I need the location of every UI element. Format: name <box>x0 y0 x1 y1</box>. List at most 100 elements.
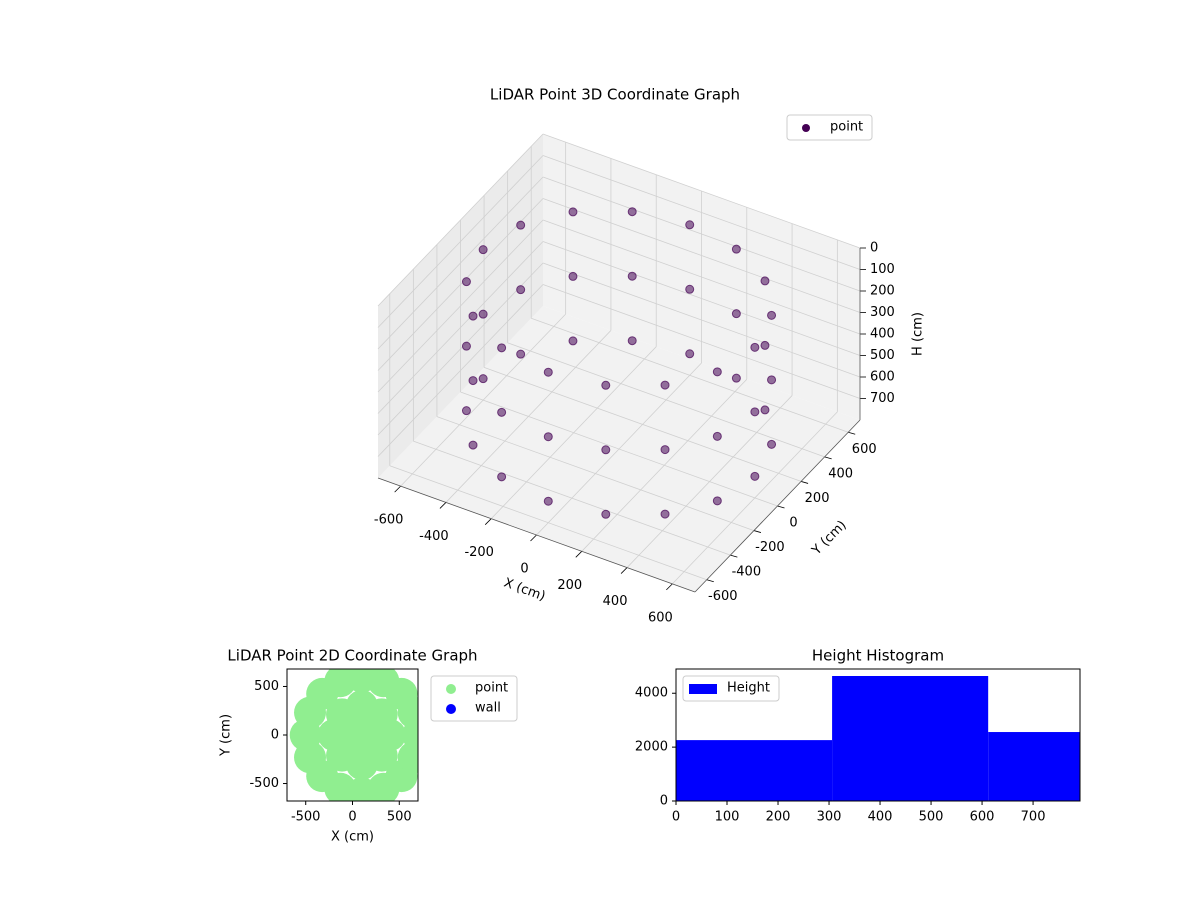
point <box>543 496 553 506</box>
grid-line <box>542 155 861 270</box>
legend-marker <box>446 684 456 694</box>
grid-line <box>377 284 544 457</box>
x-tick-label: 300 <box>817 810 842 825</box>
point <box>468 440 478 450</box>
point <box>478 374 488 384</box>
x-tick-label: 200 <box>766 810 791 825</box>
legend-box <box>786 114 873 141</box>
y-tick-label: -500 <box>249 776 279 791</box>
point <box>685 220 695 230</box>
point <box>627 207 637 217</box>
grid-line <box>460 391 778 507</box>
legend-label: Height <box>727 681 770 696</box>
point <box>627 336 637 346</box>
x-tick-label: 600 <box>648 610 673 625</box>
point <box>345 719 378 751</box>
point <box>568 336 578 346</box>
x-tick-label: -500 <box>291 810 321 825</box>
point <box>543 367 553 377</box>
z-tick-label: 300 <box>870 305 895 320</box>
legend-marker <box>446 704 456 714</box>
grid-line <box>377 241 544 414</box>
point <box>760 405 770 415</box>
x-axis-label: X (cm) <box>502 576 548 605</box>
point <box>568 207 578 217</box>
tick-mark <box>706 579 714 583</box>
point <box>468 311 478 321</box>
point <box>627 271 637 281</box>
point <box>516 285 526 295</box>
x-axis-label: X (cm) <box>331 830 374 845</box>
point <box>750 342 760 352</box>
legend-label: point <box>830 120 863 135</box>
axis-line <box>694 419 861 593</box>
point <box>712 367 722 377</box>
point <box>497 407 507 417</box>
axes-frame <box>675 668 1081 802</box>
y-tick-label: 200 <box>805 491 830 506</box>
y-tick-label: 0 <box>271 728 279 743</box>
point <box>712 496 722 506</box>
grid-line <box>531 317 849 433</box>
y-tick-label: 400 <box>828 466 853 481</box>
chart-title: LiDAR Point 2D Coordinate Graph <box>227 647 477 665</box>
point <box>731 373 741 383</box>
legend-marker <box>802 124 810 132</box>
z-tick-label: 400 <box>870 327 895 342</box>
point <box>516 220 526 230</box>
x-tick-label: 100 <box>715 810 740 825</box>
point <box>767 439 777 449</box>
chart-title: Height Histogram <box>812 647 944 665</box>
z-tick-label: 500 <box>870 348 895 363</box>
grid-line <box>542 219 861 335</box>
point <box>760 276 770 286</box>
tick-mark <box>620 567 628 574</box>
point <box>568 271 578 281</box>
point <box>365 739 398 772</box>
tick-mark <box>439 502 447 509</box>
grid-line <box>377 133 544 307</box>
grid-line <box>377 262 544 436</box>
z-axis-label: H (cm) <box>911 312 926 356</box>
tick-mark <box>848 431 856 435</box>
grid-line <box>413 440 731 556</box>
point <box>660 380 670 390</box>
tick-mark <box>800 481 809 484</box>
point <box>497 343 507 353</box>
grid-line <box>377 155 544 328</box>
axis-line <box>377 477 696 593</box>
point <box>767 310 777 320</box>
y-tick-label: 4000 <box>635 686 668 701</box>
point <box>461 277 471 287</box>
x-tick-label: 200 <box>557 578 582 593</box>
y-tick-label: 0 <box>660 794 668 809</box>
grid-line <box>542 241 861 356</box>
tick-mark <box>824 456 832 460</box>
point <box>750 407 760 417</box>
tick-mark <box>530 534 537 542</box>
grid-line <box>542 262 861 378</box>
y-axis-label: Y (cm) <box>809 518 850 559</box>
x-tick-label: 700 <box>1021 810 1046 825</box>
y-tick-label: 0 <box>789 516 797 531</box>
x-tick-label: -200 <box>464 545 494 560</box>
point <box>731 244 741 254</box>
point <box>478 245 488 255</box>
point <box>731 309 741 319</box>
y-tick-label: -600 <box>708 589 738 604</box>
y-axis-label: Y (cm) <box>219 714 234 757</box>
bar <box>832 676 989 801</box>
y-tick-label: -400 <box>732 565 762 580</box>
legend-label: point <box>475 681 508 696</box>
y-tick-label: 2000 <box>635 740 668 755</box>
tick-mark <box>666 583 673 591</box>
point <box>750 471 760 481</box>
legend-label: wall <box>475 701 501 716</box>
y-tick-label: -200 <box>755 540 785 555</box>
point <box>461 341 471 351</box>
grid-line <box>542 176 861 292</box>
y-tick-label: 600 <box>852 442 877 457</box>
z-tick-label: 700 <box>870 391 895 406</box>
x-tick-label: 400 <box>868 810 893 825</box>
